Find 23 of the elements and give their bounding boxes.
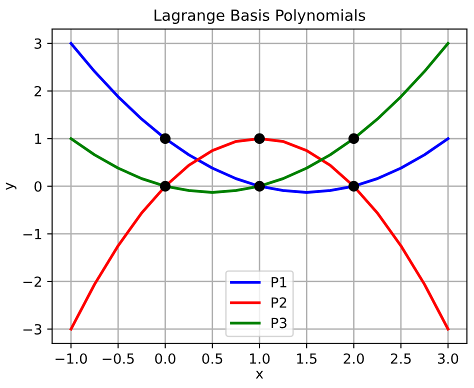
y-tick-label: 3: [34, 38, 42, 49]
legend-label: P1: [272, 277, 286, 288]
x-tick-label: 2.5: [390, 353, 411, 364]
y-axis-title: y: [6, 182, 16, 190]
x-tick-label: 3.0: [438, 353, 458, 364]
y-tick-label: −3: [23, 324, 42, 335]
x-tick-label: 0.0: [155, 353, 176, 364]
x-tick-label: 0.5: [202, 353, 222, 364]
legend-label: P2: [272, 297, 286, 308]
x-axis-title: x: [256, 370, 264, 378]
y-tick-label: −2: [23, 276, 42, 287]
x-tick-label: 1.0: [250, 353, 270, 364]
x-tick-label: −0.5: [102, 353, 134, 364]
x-tick-label: −1.0: [56, 353, 87, 364]
line-series: [70, 42, 450, 194]
y-tick-label: 2: [34, 86, 42, 96]
y-tick-label: 1: [35, 134, 42, 144]
chart-title: Lagrange Basis Polynomials: [154, 9, 366, 24]
x-tick-label: 1.5: [297, 354, 316, 364]
x-tick-label: 2.0: [344, 353, 364, 364]
y-tick-label: 0: [34, 181, 42, 192]
y-tick-label: −1: [23, 229, 42, 240]
legend-label: P3: [272, 318, 286, 328]
